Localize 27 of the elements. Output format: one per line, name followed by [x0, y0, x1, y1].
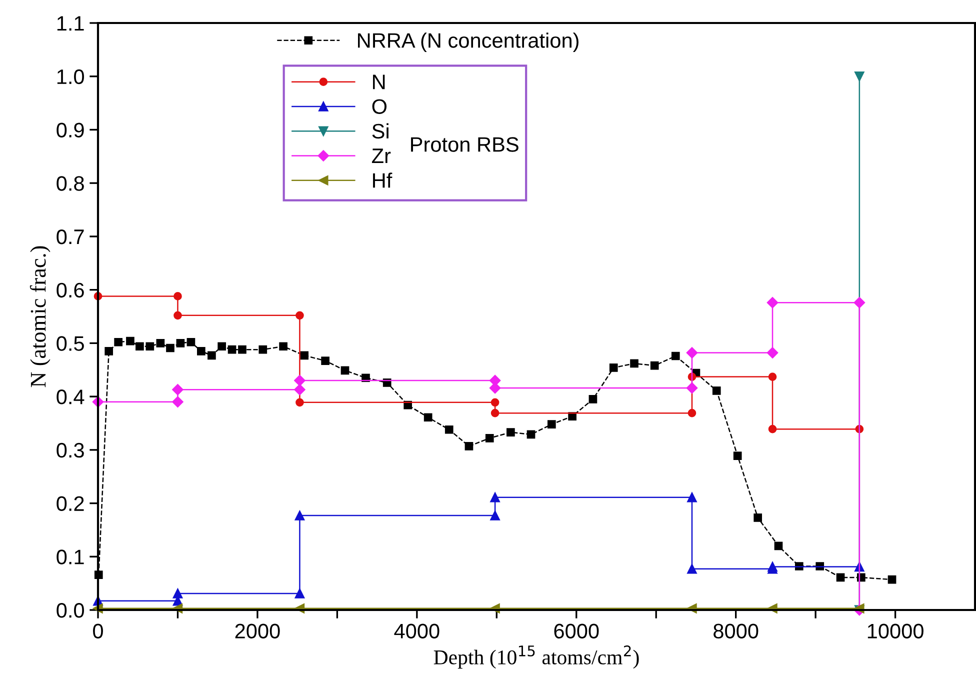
- y-tick-label: 0.5: [56, 336, 84, 351]
- y-tick-label: 0.7: [56, 229, 84, 244]
- legend-label: NRRA (N concentration): [358, 32, 578, 52]
- x-tick-label: 6000: [554, 624, 599, 638]
- y-tick-label: 0.9: [56, 122, 84, 138]
- annotation: Proton RBS: [411, 137, 518, 152]
- y-tick-label: 0.8: [56, 176, 84, 191]
- legend-label: Zr: [372, 148, 391, 164]
- x-tick-label: 8000: [714, 624, 758, 638]
- x-tick-label: 4000: [394, 624, 440, 638]
- x-tick-label: 10000: [868, 624, 924, 638]
- legend-label: O: [372, 99, 387, 114]
- legend-label: N: [373, 74, 385, 90]
- legend-label: Si: [372, 123, 388, 139]
- y-tick-label: 0.6: [56, 282, 84, 298]
- y-axis-title: N (atomic frac.): [30, 246, 50, 388]
- x-tick-label: 0: [93, 624, 103, 638]
- y-tick-label: 0.1: [56, 550, 84, 564]
- legend-label: Hf: [373, 172, 392, 188]
- x-tick-label: 2000: [235, 624, 280, 638]
- y-tick-label: 0.4: [56, 390, 84, 404]
- y-tick-label: 0.3: [56, 442, 84, 458]
- y-tick-label: 0.0: [56, 603, 84, 618]
- y-tick-label: 1.0: [57, 69, 84, 84]
- y-tick-label: 0.2: [56, 496, 84, 512]
- y-tick-label: 1.1: [57, 16, 84, 31]
- x-axis-title: Depth (10$^{15}$ atoms/cm$^{2}$): [434, 645, 639, 669]
